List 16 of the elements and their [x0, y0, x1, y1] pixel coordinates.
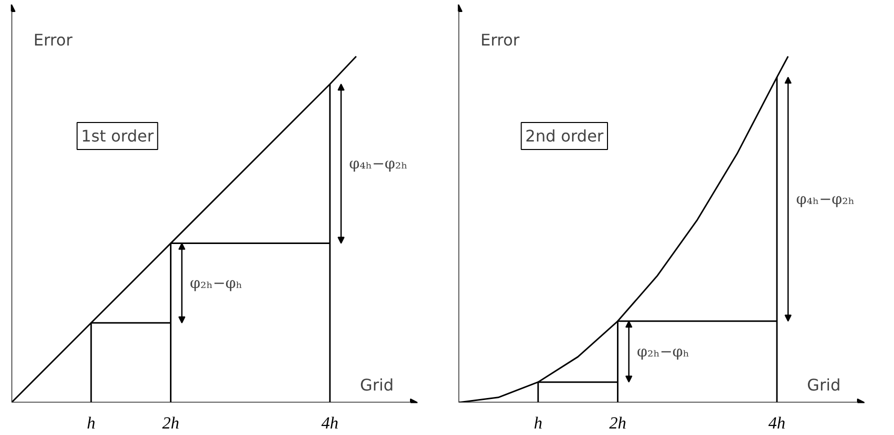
- x-tick-label: h: [86, 414, 96, 432]
- x-tick-label: 4h: [768, 414, 786, 432]
- x-axis-title: Grid: [360, 376, 394, 394]
- annotation: φ₄ₕ−φ₂ₕ: [349, 154, 408, 173]
- y-axis-title: Error: [480, 30, 520, 50]
- annotation: φ₂ₕ−φₕ: [190, 274, 242, 292]
- x-tick-label: 2h: [609, 414, 626, 432]
- annotation: φ₂ₕ−φₕ: [636, 342, 690, 361]
- annotation: 2nd order: [525, 126, 604, 146]
- annotation: 1st order: [81, 126, 154, 146]
- y-axis-title: Error: [34, 30, 73, 50]
- x-tick-label: 4h: [321, 414, 338, 432]
- x-tick-label: h: [534, 414, 542, 432]
- x-tick-label: 2h: [162, 414, 180, 432]
- x-axis-title: Grid: [807, 376, 841, 394]
- annotation: φ₄ₕ−φ₂ₕ: [796, 190, 855, 208]
